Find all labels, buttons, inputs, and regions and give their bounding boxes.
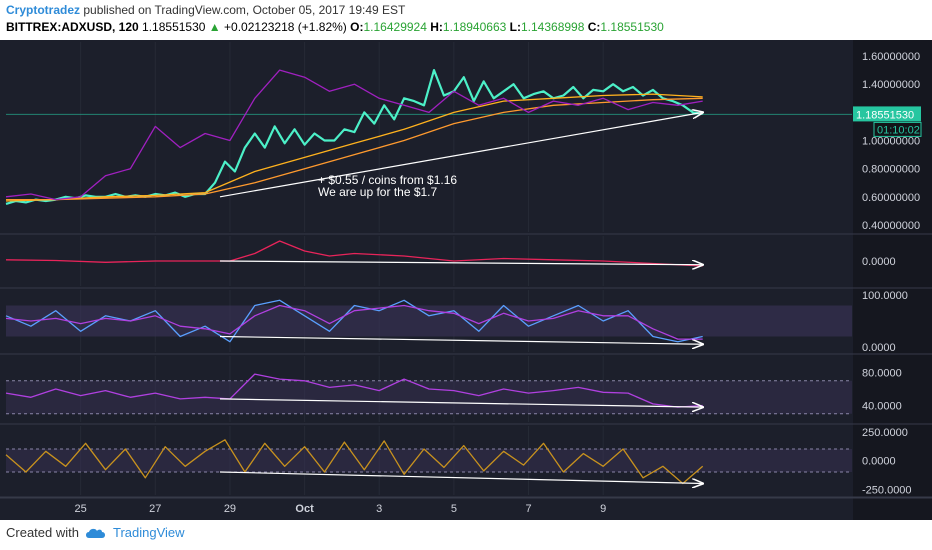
open-label: O: [350, 20, 364, 34]
y-tick-label: 80.0000 [862, 368, 902, 380]
y-tick-label: 40.0000 [862, 401, 902, 413]
y-tick-label: 0.0000 [862, 256, 896, 268]
series-layer [5, 69, 704, 485]
rsi-band [6, 380, 852, 414]
trend-arrow [219, 335, 703, 345]
x-tick-label: Oct [295, 503, 314, 515]
tradingview-cloud-icon [85, 528, 105, 538]
trend-arrow-layer [219, 112, 703, 484]
high-label: H: [430, 20, 443, 34]
y-tick-label: 1.00000000 [862, 136, 920, 148]
cci-band [6, 449, 852, 472]
chart-header-publisher: Cryptotradez published on TradingView.co… [6, 3, 405, 17]
symbol-label: BITTREX:ADXUSD, 120 [6, 20, 139, 34]
x-tick-label: 7 [525, 503, 531, 515]
y-tick-label: 0.60000000 [862, 192, 920, 204]
grid-layer [0, 42, 932, 498]
series-line-aux [5, 69, 703, 201]
author-link[interactable]: Cryptotradez [6, 3, 81, 17]
y-tick-label: -250.0000 [862, 484, 912, 496]
footer: Created with TradingView [6, 525, 185, 540]
open-value: 1.16429924 [363, 20, 427, 34]
trend-arrow [219, 261, 703, 265]
tradingview-brand-link[interactable]: TradingView [112, 525, 185, 540]
close-label: C: [587, 20, 601, 34]
low-label: L: [509, 20, 521, 34]
annotation-line-1: + $0.55 / coins from $1.16 [318, 173, 457, 187]
y-tick-label: 1.60000000 [862, 51, 920, 63]
y-tick-label: 0.0000 [862, 456, 896, 468]
close-value: 1.18551530 [600, 20, 664, 34]
published-text: published on TradingView.com, October 05… [83, 3, 406, 17]
annotation-line-2: We are up for the $1.7 [318, 185, 438, 199]
last-price-badge [853, 106, 921, 122]
x-tick-label: 27 [149, 503, 161, 515]
x-tick-label: 5 [451, 503, 457, 515]
series-line-cci [5, 439, 704, 485]
chart-canvas[interactable]: 1.60000000 1.40000000 1.00000000 0.80000000… [0, 40, 932, 520]
y-tick-label: 1.40000000 [862, 79, 920, 91]
x-tick-label: 25 [75, 503, 87, 515]
created-with-text: Created with [6, 525, 79, 540]
series-line-stoch_k [5, 299, 703, 343]
series-line-rsi [5, 373, 703, 408]
chart-header-quote: BITTREX:ADXUSD, 120 1.18551530 ▲ +0.0212… [6, 20, 664, 34]
last-price: 1.18551530 [142, 20, 206, 34]
up-triangle-icon: ▲ [208, 20, 221, 34]
y-tick-label: 0.0000 [862, 342, 896, 354]
last-price-badge-label: 1.18551530 [856, 109, 914, 121]
x-tick-label: 29 [224, 503, 236, 515]
axis-layer: 1.60000000 1.40000000 1.00000000 0.80000000… [0, 51, 932, 515]
y-tick-label: 0.80000000 [862, 164, 920, 176]
series-line-stoch_d [5, 304, 703, 340]
bar-timer-badge [873, 121, 922, 137]
trend-arrow [219, 471, 703, 484]
x-tick-label: 3 [376, 503, 382, 515]
y-tick-label: 100.0000 [862, 290, 908, 302]
low-value: 1.14368998 [520, 20, 585, 34]
y-tick-label: 250.0000 [862, 427, 908, 439]
series-line-ma_fast [5, 93, 703, 202]
trend-arrow [219, 398, 703, 407]
x-tick-label: 9 [600, 503, 606, 515]
trend-arrow [219, 112, 703, 198]
y-tick-label: 0.40000000 [862, 220, 920, 232]
series-line-macd [5, 240, 703, 267]
high-value: 1.18940663 [442, 20, 507, 34]
price-change: +0.02123218 (+1.82%) [224, 20, 347, 34]
bar-timer-label: 01:10:02 [877, 124, 920, 136]
